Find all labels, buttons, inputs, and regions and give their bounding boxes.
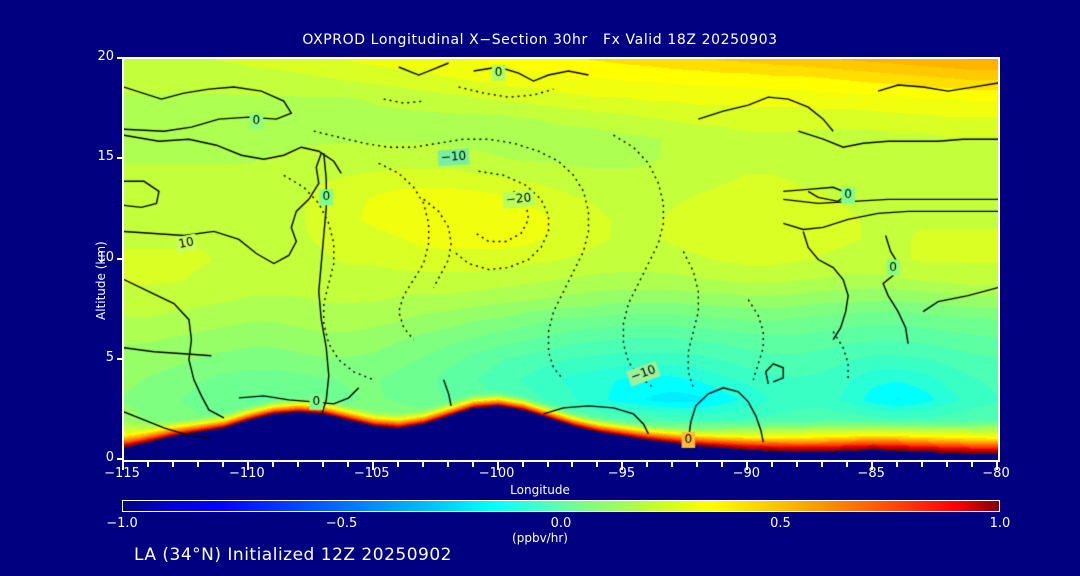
- x-tickmark: [471, 462, 474, 467]
- x-tickmark: [646, 462, 649, 467]
- colorbar-tick-4: 1.0: [989, 516, 1011, 531]
- colorbar-units: (ppbv/hr): [512, 531, 568, 545]
- x-tick-−85: −85: [857, 466, 885, 481]
- y-tick-10: 10: [97, 249, 114, 265]
- x-tick-−115: −115: [104, 466, 140, 481]
- y-tickmark: [117, 57, 122, 59]
- x-tickmark: [446, 462, 449, 467]
- x-tickmark: [896, 462, 899, 467]
- x-tick-−90: −90: [732, 466, 760, 481]
- plot-area: [122, 57, 1000, 462]
- x-tickmark: [271, 462, 274, 467]
- colorbar: [122, 500, 1000, 512]
- x-tick-−95: −95: [607, 466, 636, 481]
- x-tick-−80: −80: [982, 466, 1010, 481]
- x-tickmark: [246, 462, 249, 470]
- y-tickmark: [117, 458, 122, 460]
- x-tickmark: [796, 462, 799, 467]
- colorbar-tick-1: −0.5: [325, 516, 358, 531]
- y-tickmark: [117, 357, 122, 360]
- x-tickmark: [871, 462, 874, 470]
- x-tickmark: [221, 462, 224, 467]
- x-tickmark: [746, 462, 749, 470]
- y-tickmark: [117, 257, 122, 260]
- x-tickmark: [571, 462, 574, 467]
- x-tickmark: [496, 462, 499, 470]
- x-tickmark: [621, 462, 624, 470]
- x-tickmark: [421, 462, 424, 467]
- x-tickmark: [122, 462, 124, 470]
- x-tickmark: [946, 462, 949, 467]
- x-tickmark: [921, 462, 924, 467]
- x-tickmark: [696, 462, 699, 467]
- x-tickmark: [396, 462, 399, 467]
- colorbar-gradient: [123, 501, 999, 511]
- colorbar-tick-3: 0.5: [770, 516, 791, 531]
- x-tick-−105: −105: [353, 466, 390, 481]
- x-tickmark: [371, 462, 374, 470]
- x-tickmark: [596, 462, 599, 467]
- x-tickmark: [146, 462, 149, 467]
- y-tick-5: 5: [105, 349, 114, 365]
- colorbar-tick-0: −1.0: [106, 516, 138, 531]
- x-tickmark: [521, 462, 524, 467]
- x-tickmark: [846, 462, 849, 467]
- x-tickmark: [821, 462, 824, 467]
- y-tick-20: 20: [97, 49, 114, 64]
- x-tick-−100: −100: [478, 466, 515, 481]
- x-tickmark: [971, 462, 974, 467]
- x-tickmark: [171, 462, 174, 467]
- colorbar-tick-2: 0.0: [550, 516, 572, 531]
- x-tickmark: [671, 462, 674, 467]
- x-tickmark: [771, 462, 774, 467]
- x-tickmark: [346, 462, 349, 467]
- y-tick-15: 15: [97, 149, 114, 165]
- x-tickmark: [321, 462, 324, 467]
- chart-title: OXPROD Longitudinal X−Section 30hr Fx Va…: [302, 32, 778, 48]
- footer-caption: LA (34°N) Initialized 12Z 20250902: [134, 545, 452, 565]
- cross-section-heatmap: [124, 59, 998, 460]
- x-axis-label: Longitude: [510, 483, 570, 497]
- x-tickmark: [196, 462, 199, 467]
- y-tickmark: [117, 157, 122, 160]
- x-tickmark: [296, 462, 299, 467]
- x-tickmark: [721, 462, 724, 467]
- x-tickmark: [546, 462, 549, 467]
- y-tick-0: 0: [105, 450, 114, 465]
- x-tickmark: [996, 462, 998, 470]
- x-tick-−110: −110: [228, 466, 265, 481]
